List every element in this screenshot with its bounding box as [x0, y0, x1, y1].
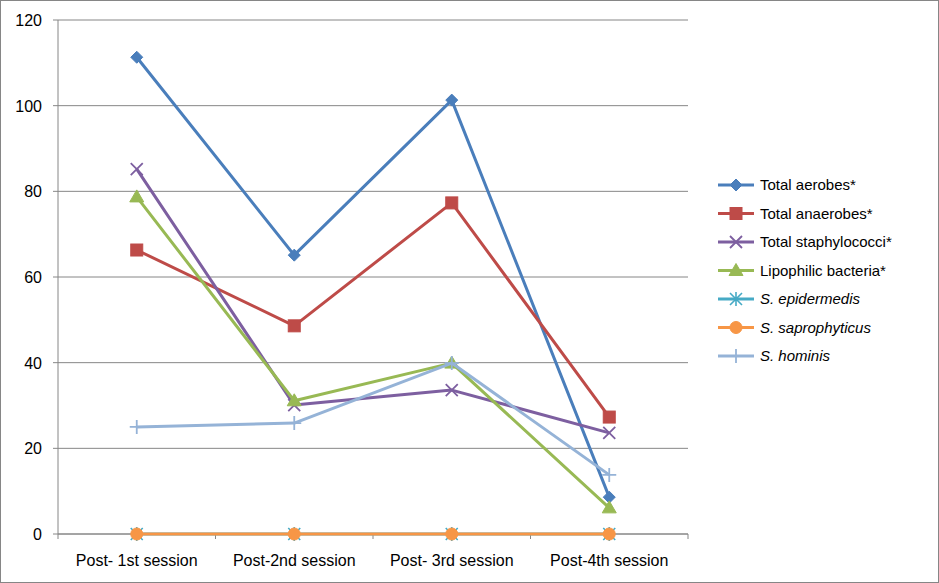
grid-line: [58, 277, 688, 278]
data-point: [445, 356, 459, 370]
legend-label: Lipophilic bacteria*: [760, 262, 886, 279]
data-point: [602, 501, 616, 513]
x-tick-label: Post- 3rd session: [390, 552, 514, 569]
y-tick-label: 120: [15, 12, 42, 29]
data-point: [446, 528, 458, 540]
y-axis: [58, 20, 59, 534]
data-point: [130, 420, 144, 434]
data-point: [287, 416, 301, 430]
x-tick: [58, 534, 59, 539]
legend-marker: [729, 264, 743, 276]
series-line: [137, 533, 610, 536]
data-point: [288, 320, 300, 332]
series-line: [137, 57, 610, 497]
data-point: [131, 244, 143, 256]
legend-label: Total anaerobes*: [760, 205, 873, 222]
legend-label: Total staphylococci*: [760, 233, 892, 250]
legend: Total aerobes* Total anaerobes* Total stap…: [718, 176, 892, 364]
x-tick-label: Post- 1st session: [76, 552, 198, 569]
data-point: [287, 394, 301, 406]
data-point: [603, 528, 615, 540]
y-tick: [53, 534, 58, 535]
data-point: [131, 51, 143, 63]
data-point: [288, 249, 300, 261]
series: [130, 356, 617, 482]
data-point: [446, 384, 458, 396]
data-point: [288, 528, 300, 540]
x-tick-label: Post-2nd session: [233, 552, 356, 569]
legend-marker: [730, 208, 742, 220]
legend-label: S. hominis: [760, 347, 831, 364]
legend-label: S. epidermedis: [760, 290, 861, 307]
y-tick: [53, 362, 58, 363]
legend-marker: [729, 349, 743, 363]
grid-line: [58, 362, 688, 363]
series: [131, 528, 616, 540]
series: [131, 51, 616, 503]
legend-label: S. saprophyticus: [760, 319, 871, 336]
grid-line: [58, 448, 688, 449]
series: [130, 190, 617, 513]
legend-marker: [730, 292, 742, 306]
grid-line: [58, 105, 688, 106]
series: [131, 197, 616, 423]
grid-line: [58, 20, 688, 21]
legend-marker: [730, 322, 742, 334]
series-line: [137, 363, 610, 475]
data-point: [130, 190, 144, 202]
series-line: [137, 197, 610, 508]
chart: 0 20 40 60 80 100 120 Post- 1st session Post-2nd…: [0, 0, 939, 583]
x-axis: [58, 534, 688, 535]
series: [131, 163, 616, 439]
data-point: [446, 197, 458, 209]
y-tick: [53, 105, 58, 106]
data-point: [131, 528, 143, 540]
series-line: [137, 533, 610, 536]
y-tick: [53, 191, 58, 192]
series: [131, 527, 616, 541]
y-tick-label: 100: [15, 98, 42, 115]
legend-marker: [730, 236, 742, 248]
x-tick-label: Post-4th session: [550, 552, 668, 569]
data-point: [446, 94, 458, 106]
data-point: [603, 411, 615, 423]
grid-line: [58, 534, 688, 535]
y-tick-label: 80: [24, 183, 42, 200]
x-tick: [688, 534, 689, 539]
y-tick: [53, 277, 58, 278]
legend-label: Total aerobes*: [760, 176, 856, 193]
y-tick: [53, 448, 58, 449]
series-line: [137, 203, 610, 417]
data-point: [288, 527, 300, 541]
data-point: [603, 527, 615, 541]
y-tick-label: 20: [24, 440, 42, 457]
data-point: [131, 527, 143, 541]
y-tick-label: 60: [24, 269, 42, 286]
y-tick-label: 0: [33, 526, 42, 543]
data-point: [603, 427, 615, 439]
plot-area: [130, 51, 617, 541]
data-point: [446, 527, 458, 541]
legend-marker: [730, 179, 742, 191]
y-tick-label: 40: [24, 355, 42, 372]
data-point: [131, 163, 143, 175]
chart-frame: [1, 1, 939, 583]
y-tick: [53, 20, 58, 21]
data-point: [602, 468, 616, 482]
